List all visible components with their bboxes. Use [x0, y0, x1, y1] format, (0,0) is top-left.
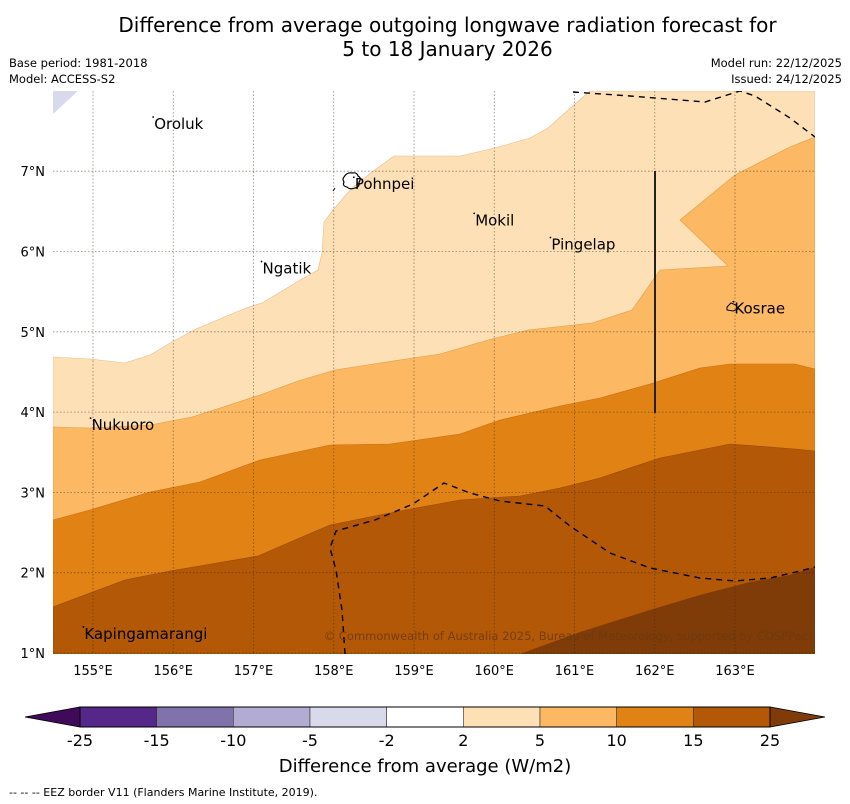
place-label-nukuoro: Nukuoro — [92, 416, 155, 434]
colorbar-segment — [463, 706, 541, 728]
latitude-tick-label: 6°N — [21, 246, 46, 261]
pohnpei-atoll-mark — [332, 187, 336, 192]
meta-left: Base period: 1981-2018 Model: ACCESS-S2 — [9, 55, 148, 87]
anomaly-region-15-25 — [53, 443, 815, 654]
latitude-tick-label: 3°N — [21, 486, 46, 501]
longitude-tick-label: 162°E — [635, 664, 675, 679]
colorbar-tick-label: 2 — [458, 731, 468, 750]
chart-title: Difference from average outgoing longwav… — [0, 13, 850, 61]
anomaly-region-minus5-minus2 — [53, 91, 78, 114]
graticule — [53, 91, 815, 654]
colorbar-segment — [156, 706, 234, 728]
latitude-tick-label: 4°N — [21, 406, 46, 421]
colorbar-tick-label: -10 — [220, 731, 246, 750]
copyright-notice: © Commonwealth of Australia 2025, Bureau… — [324, 629, 808, 643]
title-line-1: Difference from average outgoing longwav… — [118, 13, 777, 37]
longitude-tick-label: 158°E — [314, 664, 354, 679]
longitude-tick-labels: 155°E 156°E 157°E 158°E 159°E 160°E 161°E 162°E… — [73, 664, 755, 679]
place-marker — [260, 260, 263, 263]
colorbar-tick-label: -2 — [379, 731, 395, 750]
latitude-tick-label: 5°N — [21, 326, 46, 341]
meta-right: Model run: 22/12/2025 Issued: 24/12/2025 — [711, 55, 842, 87]
colorbar-tick-label: 25 — [760, 731, 780, 750]
place-label-mokil: Mokil — [475, 211, 514, 229]
model-name: Model: ACCESS-S2 — [9, 72, 116, 86]
longitude-tick-label: 161°E — [555, 664, 595, 679]
colorbar-segment — [616, 706, 694, 728]
longitude-tick-label: 157°E — [234, 664, 274, 679]
issued-date: Issued: 24/12/2025 — [731, 72, 842, 86]
longitude-tick-label: 159°E — [394, 664, 434, 679]
pohnpei-island-outline — [342, 172, 361, 190]
latitude-tick-labels: 1°N 2°N 3°N 4°N 5°N 6°N 7°N — [21, 165, 46, 662]
colorbar-title: Difference from average (W/m2) — [279, 756, 571, 777]
place-label-kosrae: Kosrae — [734, 300, 785, 318]
colorbar-segment — [309, 706, 387, 728]
title-line-2: 5 to 18 January 2026 — [342, 37, 553, 61]
colorbar-outline — [79, 706, 771, 728]
place-label-oroluk: Oroluk — [154, 115, 203, 133]
colorbar-tick-label: -25 — [67, 731, 93, 750]
place-marker — [152, 116, 155, 118]
place-marker — [732, 300, 735, 303]
colorbar-over-arrow — [769, 706, 826, 728]
colorbar-segment — [79, 706, 157, 728]
place-label-ngatik: Ngatik — [263, 260, 312, 278]
colorbar-segment — [539, 706, 617, 728]
place-label-kapingamarangi: Kapingamarangi — [84, 625, 207, 643]
place-marker — [89, 417, 92, 420]
place-marker — [473, 212, 476, 215]
colorbar-tick-label: 10 — [606, 731, 626, 750]
place-labels: Oroluk Pohnpei Mokil Pingelap Ngatik Kosrae Nu… — [82, 115, 785, 643]
longitude-tick-label: 156°E — [153, 664, 193, 679]
longitude-tick-label: 155°E — [73, 664, 113, 679]
eez-border-north — [572, 91, 815, 138]
colorbar-tick-label: 15 — [683, 731, 703, 750]
colorbar-tick-label: 5 — [535, 731, 545, 750]
latitude-tick-label: 2°N — [21, 567, 46, 582]
model-run: Model run: 22/12/2025 — [710, 56, 842, 70]
eez-footnote: -- -- -- EEZ border V11 (Flanders Marine… — [9, 786, 318, 799]
place-label-pohnpei: Pohnpei — [355, 175, 415, 193]
base-period: Base period: 1981-2018 — [9, 56, 148, 70]
place-marker — [352, 176, 355, 179]
colorbar-under-arrow — [24, 706, 81, 728]
longitude-tick-label: 160°E — [474, 664, 514, 679]
latitude-tick-label: 7°N — [21, 165, 46, 180]
colorbar-tick-label: -5 — [302, 731, 318, 750]
colorbar: -25 -15 -10 -5 -2 2 5 10 15 25 — [24, 706, 826, 750]
colorbar-segment — [233, 706, 311, 728]
colorbar-segment — [386, 706, 464, 728]
map-area: Oroluk Pohnpei Mokil Pingelap Ngatik Kosrae Nu… — [53, 91, 815, 654]
latitude-tick-label: 1°N — [21, 647, 46, 662]
anomaly-region-over-25 — [520, 567, 815, 654]
place-label-pingelap: Pingelap — [551, 235, 615, 253]
colorbar-tick-label: -15 — [144, 731, 170, 750]
longitude-tick-label: 163°E — [715, 664, 755, 679]
colorbar-segment — [693, 706, 771, 728]
place-marker — [549, 236, 552, 239]
kosrae-island-outline — [726, 302, 739, 312]
place-marker — [82, 626, 85, 628]
